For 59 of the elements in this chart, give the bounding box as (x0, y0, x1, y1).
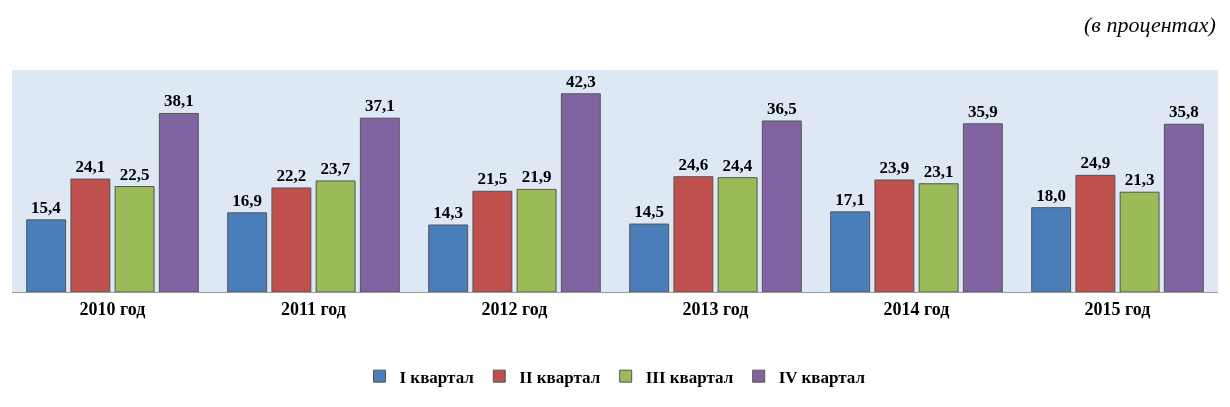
bar (158, 112, 199, 292)
data-label: 23,1 (923, 161, 954, 181)
bar (874, 179, 915, 292)
data-label: 21,3 (1124, 170, 1155, 190)
data-label: 14,5 (634, 202, 665, 222)
data-label: 38,1 (163, 91, 194, 111)
data-label: 21,5 (477, 169, 508, 189)
x-tick-label: 2014 год (883, 298, 950, 319)
data-label: 42,3 (565, 71, 596, 91)
data-label: 23,7 (320, 158, 351, 178)
bar (227, 212, 268, 292)
x-tick-label: 2012 год (481, 298, 548, 319)
bar (114, 186, 155, 292)
legend-label: I квартал (399, 367, 475, 387)
data-label: 37,1 (364, 96, 395, 116)
data-label: 24,6 (678, 154, 709, 174)
data-label: 15,4 (31, 197, 62, 217)
data-label: 14,3 (433, 202, 464, 222)
bar (1075, 174, 1116, 292)
bar (962, 123, 1003, 292)
x-tick-label: 2013 год (682, 298, 749, 319)
bar (1119, 191, 1160, 292)
data-label: 35,9 (967, 101, 998, 121)
bar (1031, 207, 1072, 292)
bar (1163, 123, 1204, 292)
bar (472, 190, 513, 292)
data-label: 35,8 (1168, 102, 1199, 122)
data-label: 17,1 (835, 189, 866, 209)
data-label: 22,5 (119, 164, 150, 184)
bar (830, 211, 871, 292)
bar (717, 177, 758, 292)
bar (560, 93, 601, 292)
legend-label: III квартал (645, 367, 734, 387)
bar (428, 224, 469, 292)
x-tick-label: 2011 год (281, 298, 346, 319)
bar (761, 120, 802, 292)
data-label: 22,2 (276, 165, 307, 185)
bar (629, 223, 670, 292)
legend-label: II квартал (519, 367, 601, 387)
bar (673, 176, 714, 292)
bar (271, 187, 312, 292)
data-label: 36,5 (766, 98, 797, 118)
bar (516, 188, 557, 292)
text: (в процентах) (1084, 12, 1216, 37)
bar (315, 180, 356, 292)
data-label: 18,0 (1036, 185, 1067, 205)
data-label: 24,9 (1080, 153, 1111, 173)
x-tick-label: 2015 год (1084, 298, 1151, 319)
legend-label: IV квартал (778, 367, 866, 387)
data-label: 23,9 (879, 158, 910, 178)
bar (359, 117, 400, 292)
x-tick-label: 2010 год (79, 298, 146, 319)
data-label: 24,4 (722, 155, 753, 175)
data-label: 21,9 (521, 167, 552, 187)
data-label: 16,9 (232, 190, 263, 210)
bar (918, 183, 959, 292)
bar (26, 219, 67, 292)
bar (70, 178, 111, 292)
data-label: 24,1 (75, 157, 106, 177)
